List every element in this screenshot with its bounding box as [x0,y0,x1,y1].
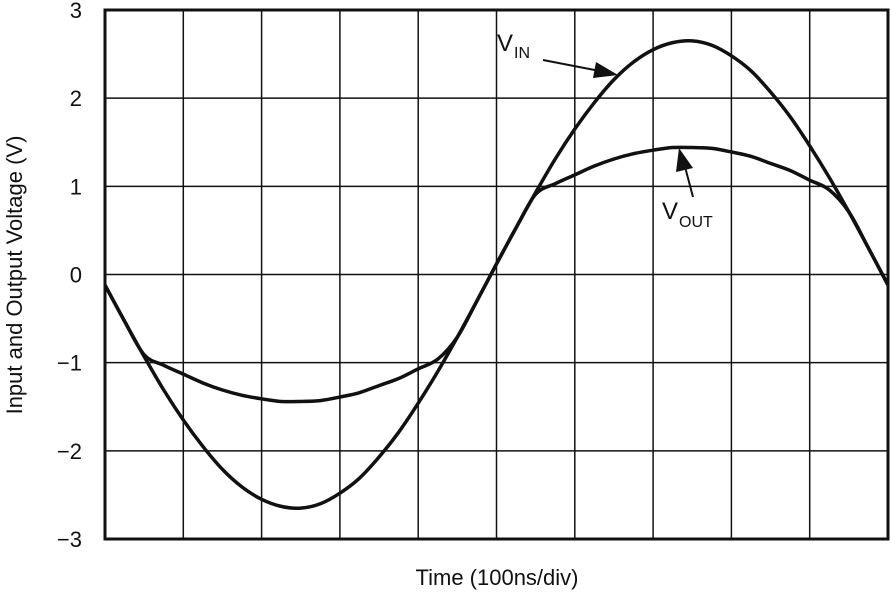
y-tick-label: 0 [70,263,82,288]
vin-annotation: V IN [497,30,618,78]
y-tick-label: −1 [57,351,82,376]
plot-frame [103,8,890,541]
vin-label-main: V [497,30,513,57]
vout-arrowhead-icon [676,148,693,172]
x-axis-label: Time (100ns/div) [415,565,578,590]
vin-arrowhead-icon [593,62,618,78]
y-tick-labels: 3 2 1 0 −1 −2 −3 [57,0,82,552]
y-tick-label: −3 [57,527,82,552]
y-tick-label: 2 [70,86,82,111]
vout-label-sub: OUT [679,214,713,231]
vin-label-sub: IN [514,45,530,62]
y-tick-label: 3 [70,0,82,23]
series-line-vout [103,145,890,404]
grid [105,9,888,540]
y-tick-label: −2 [57,439,82,464]
vout-label-main: V [662,198,678,225]
series-lines [103,38,890,511]
y-tick-label: 1 [70,174,82,199]
vout-annotation: V OUT [662,148,713,231]
y-axis-label: Input and Output Voltage (V) [2,136,27,415]
